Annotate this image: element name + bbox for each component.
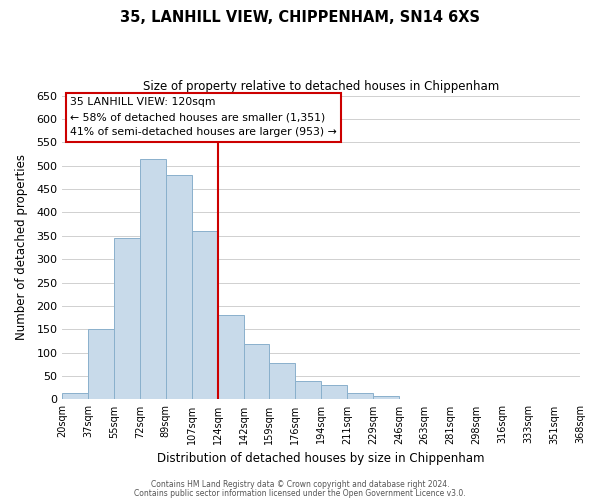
Bar [373, 396, 399, 400]
Bar [192, 231, 218, 400]
Text: Contains HM Land Registry data © Crown copyright and database right 2024.: Contains HM Land Registry data © Crown c… [151, 480, 449, 489]
Text: 35 LANHILL VIEW: 120sqm
← 58% of detached houses are smaller (1,351)
41% of semi: 35 LANHILL VIEW: 120sqm ← 58% of detache… [70, 97, 337, 138]
X-axis label: Distribution of detached houses by size in Chippenham: Distribution of detached houses by size … [157, 452, 485, 465]
Bar [166, 175, 192, 400]
Bar [269, 363, 295, 400]
Bar [88, 330, 114, 400]
Text: 35, LANHILL VIEW, CHIPPENHAM, SN14 6XS: 35, LANHILL VIEW, CHIPPENHAM, SN14 6XS [120, 10, 480, 25]
Bar [347, 393, 373, 400]
Bar [62, 394, 88, 400]
Bar [295, 380, 321, 400]
Bar [321, 386, 347, 400]
Title: Size of property relative to detached houses in Chippenham: Size of property relative to detached ho… [143, 80, 499, 93]
Bar [140, 158, 166, 400]
Y-axis label: Number of detached properties: Number of detached properties [15, 154, 28, 340]
Text: Contains public sector information licensed under the Open Government Licence v3: Contains public sector information licen… [134, 488, 466, 498]
Bar [114, 238, 140, 400]
Bar [244, 344, 269, 400]
Bar [218, 316, 244, 400]
